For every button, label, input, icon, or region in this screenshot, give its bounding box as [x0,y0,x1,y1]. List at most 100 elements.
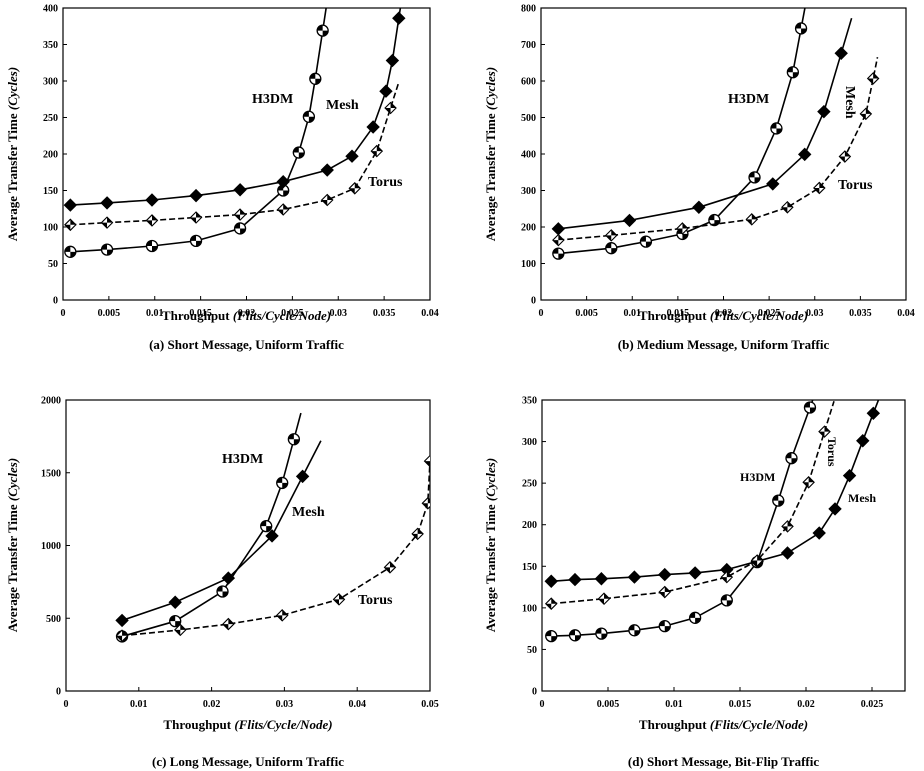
data-point [856,434,870,448]
data-point [320,193,334,207]
x-tick-label: 0 [61,308,66,319]
data-point [145,214,159,227]
series-line [558,8,806,255]
y-tick-label: 400 [43,4,58,15]
y-tick-label: 1500 [41,468,61,479]
data-point [750,554,764,567]
data-point [866,406,881,421]
x-tick-label: 0.01 [146,308,164,319]
data-point [233,222,247,235]
series-label-mesh: Mesh [848,491,876,505]
y-tick-label: 300 [522,437,537,448]
series-line [558,57,879,241]
y-tick-label: 2000 [41,396,61,407]
y-tick-label: 100 [43,223,58,234]
x-tick-label: 0.01 [665,699,683,710]
data-point [421,497,430,510]
data-point [720,594,733,607]
x-axis-title: Throughput (Flits/Cycle/Node) [639,717,808,732]
data-point [688,611,702,624]
series-label-h3dm: H3DM [252,92,293,107]
data-point [174,623,187,637]
chart-panel-2: 0 0.005 0.01 0.015 0.02 0.025 0.03 0.035 0.04 0 10… [483,4,915,353]
data-point [168,595,182,609]
data-point [379,84,393,98]
data-point [676,222,689,235]
y-tick-label: 50 [48,259,58,270]
series-label-mesh: Mesh [292,505,325,520]
data-point [320,163,334,177]
data-point [834,46,848,60]
y-tick-label: 100 [522,603,537,614]
y-tick-label: 150 [522,562,537,573]
data-point [275,609,289,622]
data-point [766,177,780,191]
y-tick-label: 400 [521,150,536,161]
series-mesh [63,8,406,212]
data-point [785,452,798,465]
data-point [552,233,565,247]
data-point [189,211,203,224]
x-tick-label: 0.02 [797,699,815,710]
data-point [748,171,761,184]
data-point [802,476,815,489]
data-point [639,235,653,248]
series-line [122,445,430,637]
data-point [552,247,565,260]
data-point [385,53,400,68]
series-label-mesh: Mesh [842,86,857,119]
x-tick-label: 0.01 [130,699,148,710]
series-line [121,412,302,638]
y-axis-title: Average Transfer Time (Cycles) [483,67,498,241]
data-point [392,11,406,25]
chart-caption: (d) Short Message, Bit-Flip Traffic [628,754,819,769]
series-line [558,17,853,230]
data-point [345,149,359,163]
data-point [786,66,799,79]
data-point [63,198,78,212]
data-point [745,213,759,226]
y-tick-label: 0 [56,687,61,698]
x-tick-label: 0.02 [238,308,256,319]
y-tick-label: 200 [43,150,58,161]
data-point [551,222,566,236]
data-point [260,519,273,533]
plot-frame [540,7,907,301]
data-point [276,476,289,490]
data-point [384,101,397,115]
data-point [366,120,380,134]
x-tick-label: 0.05 [421,699,439,710]
chart-caption: (a) Short Message, Uniform Traffic [149,337,344,352]
series-label-torus: Torus [368,175,403,190]
data-point [859,107,873,121]
data-point [604,229,618,242]
data-point [818,425,831,438]
data-point [309,72,322,85]
data-point [688,566,702,580]
x-tick-label: 0.02 [715,308,733,319]
data-point [423,454,430,468]
y-tick-label: 300 [521,186,536,197]
series-torus [64,81,400,232]
series-line [70,81,400,226]
data-point [370,144,384,158]
data-point [803,401,817,414]
chart-panel-3: 0 0.01 0.02 0.03 0.04 0.05 0 500 1000 1500 2000 Thr… [5,396,439,770]
x-axis-title: Throughput (Flits/Cycle/Node) [639,308,808,323]
data-point [838,150,852,163]
series-torus [544,400,835,610]
data-point [628,624,641,637]
data-point [568,629,582,642]
series-torus [552,57,880,247]
data-point [169,615,182,628]
series-line [121,440,322,622]
data-point [276,175,290,189]
x-tick-label: 0 [64,699,69,710]
x-tick-label: 0 [539,308,544,319]
data-point [292,146,305,159]
data-point [233,183,247,197]
chart-caption: (b) Medium Message, Uniform Traffic [618,337,830,352]
x-tick-label: 0.02 [203,699,221,710]
y-axis-title: Average Transfer Time (Cycles) [5,67,20,241]
series-h3dm [115,412,302,643]
